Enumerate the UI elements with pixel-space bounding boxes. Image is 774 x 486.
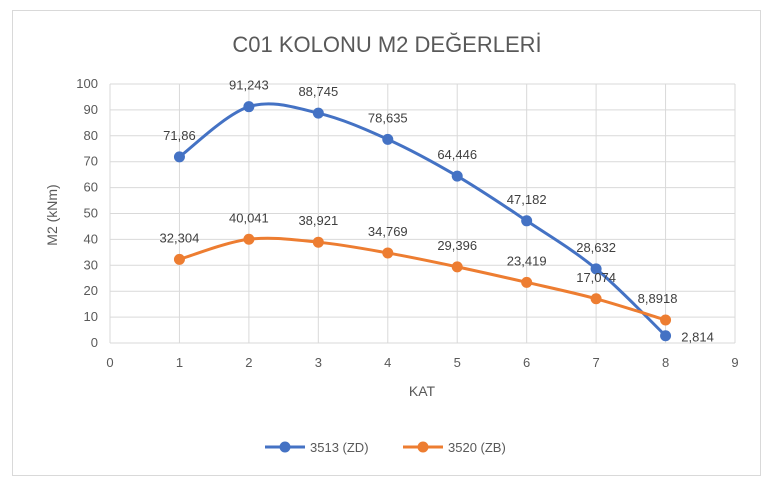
data-point [173, 253, 185, 265]
data-label: 40,041 [229, 210, 269, 225]
data-label: 8,8918 [638, 291, 678, 306]
data-point [382, 133, 394, 145]
data-point [173, 151, 185, 163]
x-tick-label: 0 [106, 355, 113, 370]
data-label: 2,814 [681, 330, 714, 345]
y-tick-label: 70 [84, 154, 98, 169]
data-label: 34,769 [368, 224, 408, 239]
series-line-2 [179, 236, 666, 322]
y-tick-label: 50 [84, 206, 98, 221]
data-point [382, 247, 394, 259]
data-point [660, 314, 672, 326]
legend-marker [279, 441, 291, 453]
data-label: 88,745 [298, 84, 338, 99]
x-tick-label: 8 [662, 355, 669, 370]
tick-labels: 0 10 20 30 40 50 60 70 80 90 100 0 1 2 3 4 5 6 7 8 9 [76, 76, 738, 370]
data-point [521, 215, 533, 227]
x-tick-label: 2 [245, 355, 252, 370]
data-label: 91,243 [229, 78, 269, 93]
x-tick-label: 5 [454, 355, 461, 370]
y-tick-label: 60 [84, 180, 98, 195]
data-point [590, 263, 602, 275]
y-tick-label: 100 [76, 76, 98, 91]
y-tick-label: 90 [84, 102, 98, 117]
legend: 3513 (ZD) 3520 (ZB) [265, 440, 506, 455]
grid-lines [109, 83, 736, 344]
data-label: 17,074 [576, 270, 616, 285]
y-axis-label: M2 (kNm) [44, 184, 60, 245]
x-tick-label: 1 [176, 355, 183, 370]
data-point [243, 101, 255, 113]
y-tick-label: 30 [84, 257, 98, 272]
data-point [243, 233, 255, 245]
y-tick-label: 0 [91, 335, 98, 350]
data-point [451, 170, 463, 182]
data-label: 64,446 [437, 147, 477, 162]
data-label: 29,396 [437, 238, 477, 253]
data-label: 28,632 [576, 240, 616, 255]
data-labels: 71,86 91,243 88,745 78,635 64,446 47,182 28,63… [160, 78, 714, 345]
chart-frame [12, 10, 761, 476]
data-point [312, 107, 324, 119]
data-label: 71,86 [163, 128, 196, 143]
data-label: 78,635 [368, 110, 408, 125]
data-point [451, 261, 463, 273]
x-axis-label: KAT [409, 383, 436, 399]
data-point [312, 236, 324, 248]
data-point [590, 293, 602, 305]
y-tick-label: 20 [84, 283, 98, 298]
x-tick-label: 6 [523, 355, 530, 370]
legend-marker [417, 441, 429, 453]
x-tick-label: 4 [384, 355, 391, 370]
x-tick-label: 9 [731, 355, 738, 370]
series-layer [173, 101, 672, 342]
x-tick-label: 3 [315, 355, 322, 370]
legend-entry: 3520 (ZB) [448, 440, 506, 455]
data-label: 38,921 [298, 213, 338, 228]
chart-title: C01 KOLONU M2 DEĞERLERİ [232, 32, 541, 57]
legend-entry: 3513 (ZD) [310, 440, 369, 455]
data-point [521, 276, 533, 288]
y-tick-label: 80 [84, 128, 98, 143]
data-label: 23,419 [507, 253, 547, 268]
y-tick-label: 10 [84, 309, 98, 324]
data-label: 32,304 [160, 230, 200, 245]
y-tick-label: 40 [84, 231, 98, 246]
data-label: 47,182 [507, 192, 547, 207]
data-point [660, 330, 672, 342]
x-tick-label: 7 [592, 355, 599, 370]
